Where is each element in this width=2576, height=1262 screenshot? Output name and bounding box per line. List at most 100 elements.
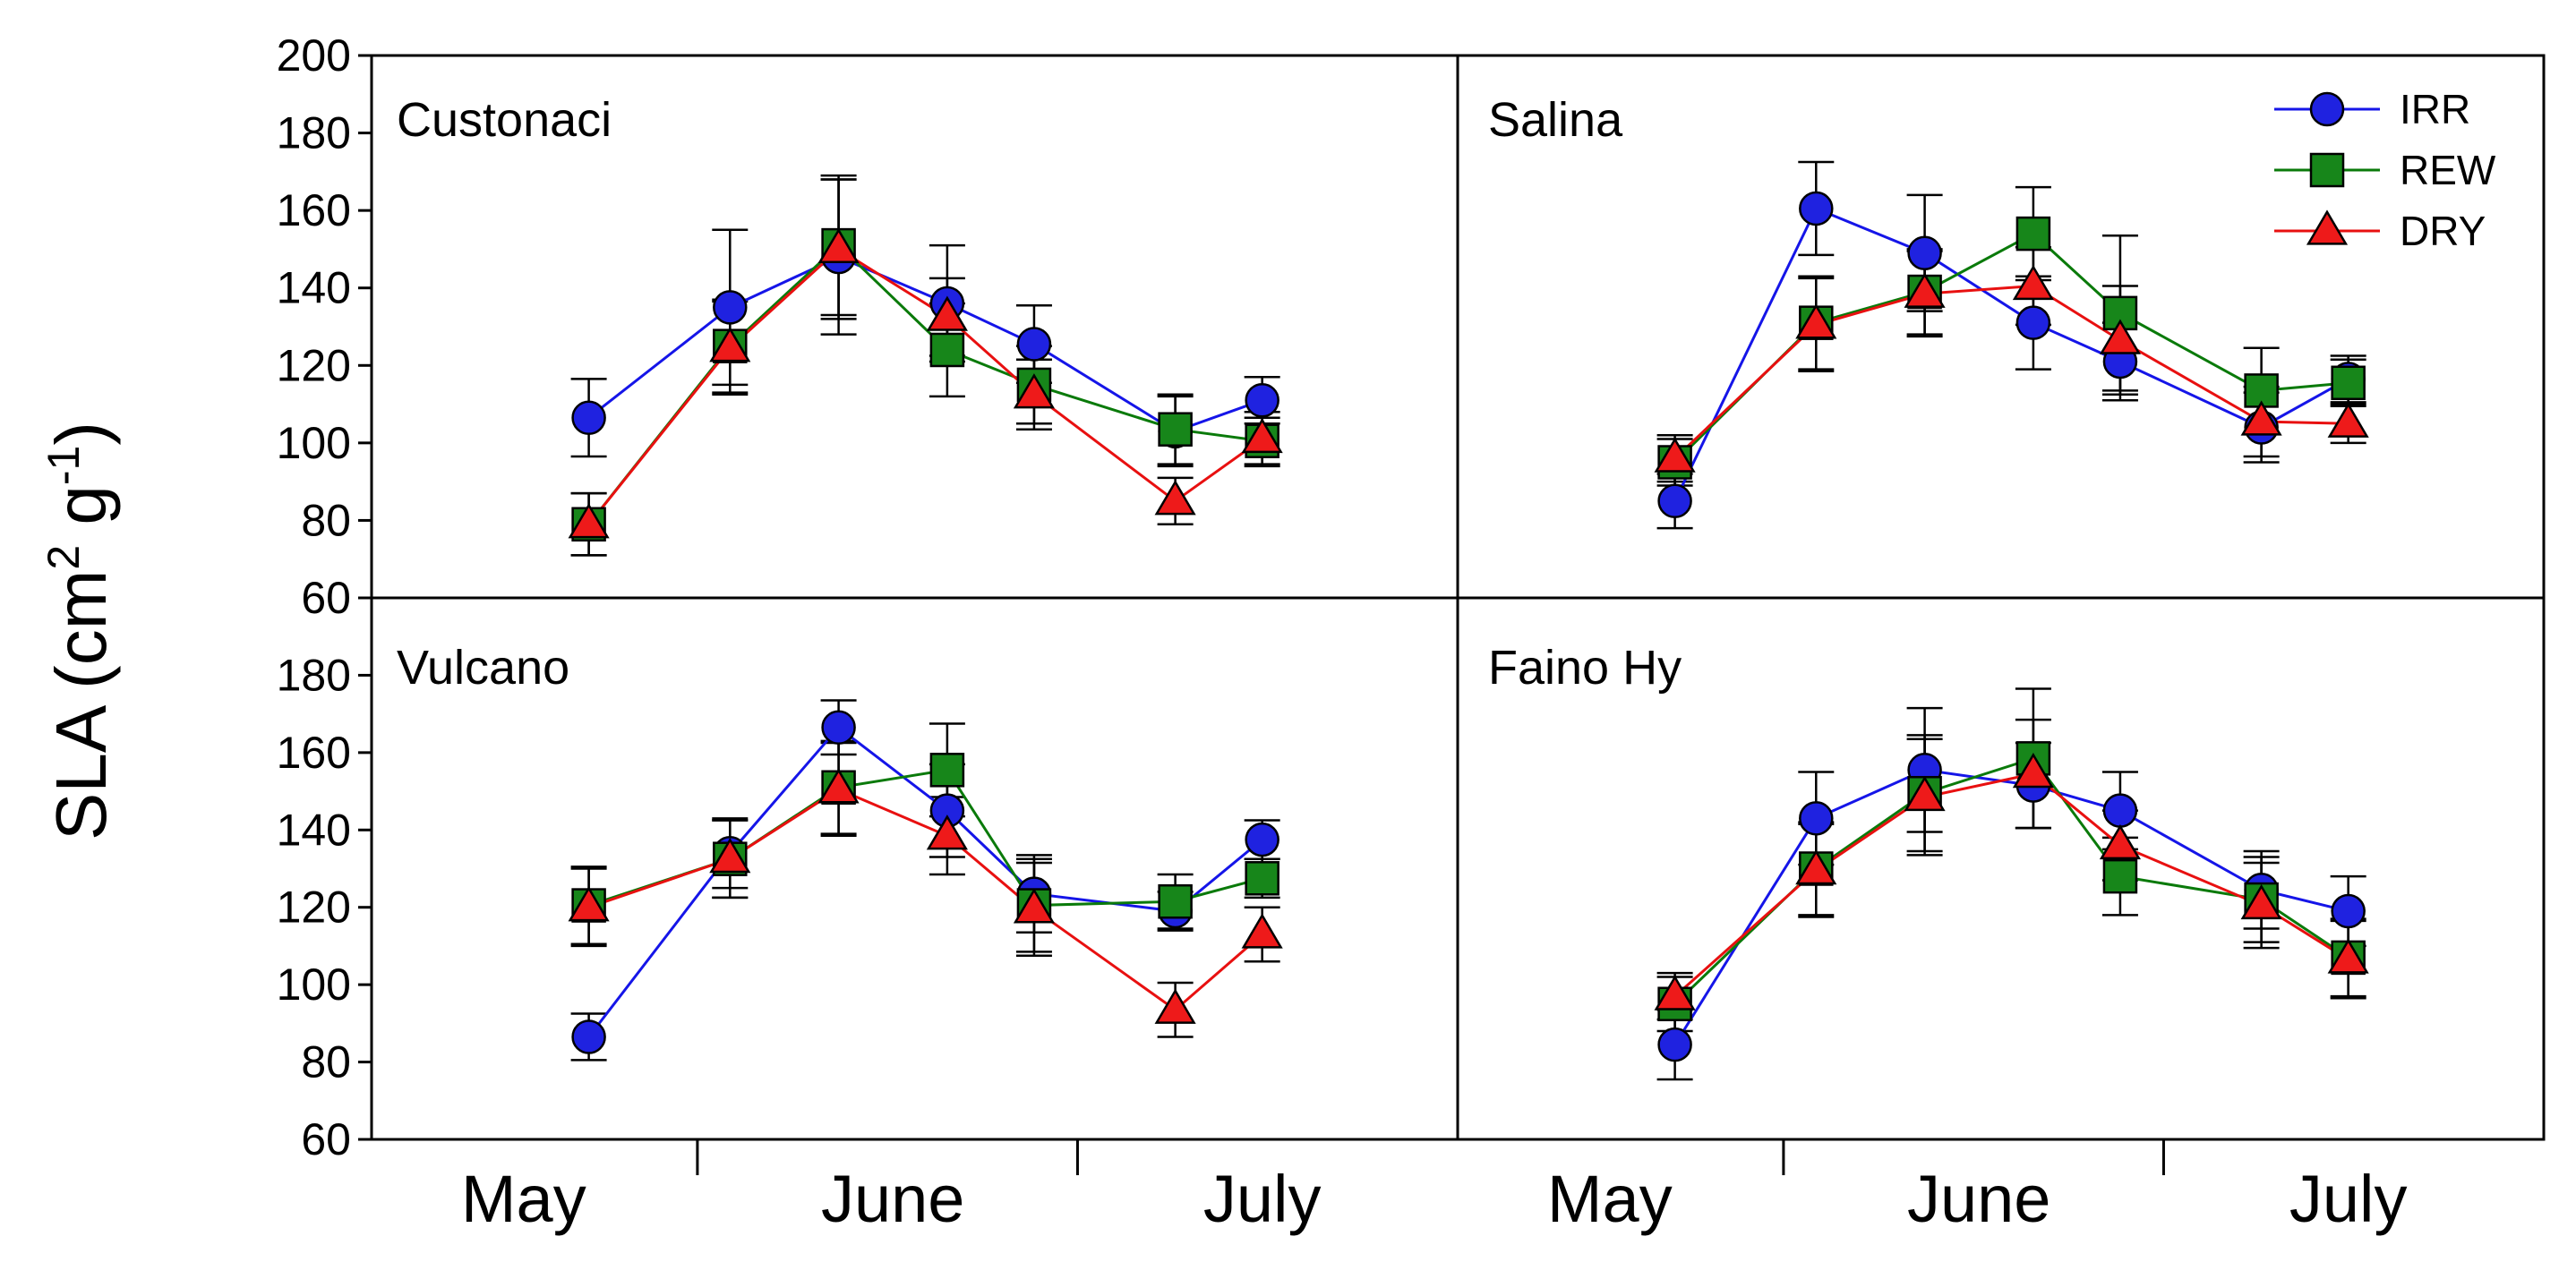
data-point-irr [1245, 822, 1279, 857]
data-point-dry [1154, 988, 1196, 1024]
y-tick-label: 180 [277, 108, 351, 158]
data-point-rew [2015, 216, 2051, 252]
data-point-irr [1245, 382, 1279, 418]
data-point-rew [929, 753, 965, 788]
panels-layer: Custonaci Salina Vulcano Faino Hy [397, 93, 2369, 1081]
data-point-dry [568, 886, 610, 922]
data-point-dry [817, 768, 860, 804]
data-point-dry [926, 814, 968, 850]
panel-faino-hy: Faino Hy [1488, 641, 2369, 1081]
legend: IRR REW DRY [2274, 86, 2496, 254]
data-point-dry [1654, 437, 1696, 473]
axes-layer: 60 80 100 120 140 160 180 200 60 80 100 120 140 160 18… [277, 30, 2546, 1236]
data-point-dry [2012, 264, 2054, 301]
y-tick-label: 140 [277, 805, 351, 855]
y-tick-label: 200 [277, 30, 351, 81]
data-point-rew [1158, 412, 1193, 447]
data-point-dry [2327, 938, 2369, 974]
y-axis-title-mid: g [41, 485, 121, 545]
data-point-irr [571, 400, 606, 435]
data-point-dry [817, 227, 860, 264]
data-point-irr [571, 1019, 606, 1054]
legend-label: IRR [2400, 86, 2470, 132]
data-point-dry [1154, 480, 1196, 516]
data-point-dry [1654, 975, 1696, 1010]
data-point-irr [1907, 235, 1942, 271]
data-point-dry [709, 838, 751, 874]
data-point-rew [1158, 883, 1193, 919]
month-label-july: July [2289, 1162, 2408, 1236]
panel-custonaci: Custonaci [397, 93, 1283, 557]
y-tick-label: 180 [277, 650, 351, 700]
y-tick-label: 120 [277, 340, 351, 390]
data-point-rew [1245, 861, 1279, 896]
data-point-dry [926, 295, 968, 331]
series-points-dry [1654, 752, 2369, 1010]
data-point-dry [1904, 775, 1946, 812]
data-point-dry [568, 503, 610, 539]
data-point-dry [1013, 888, 1055, 924]
y-tick-label: 120 [277, 883, 351, 933]
series-points-dry [568, 227, 1283, 539]
y-axis-title: SLA (cm2 g-1) [39, 422, 121, 840]
y-axis-title-main: SLA (cm [41, 570, 121, 840]
data-point-irr [713, 290, 748, 325]
panel-title: Faino Hy [1488, 641, 1682, 695]
data-point-dry [2240, 883, 2282, 920]
data-point-dry [1904, 272, 1946, 308]
legend-marker [2309, 91, 2345, 127]
legend-label: DRY [2400, 208, 2486, 254]
legend-marker [2306, 209, 2349, 245]
data-point-dry [1241, 913, 1283, 949]
y-tick-label: 80 [301, 1037, 351, 1087]
data-point-irr [2015, 305, 2051, 340]
legend-item-rew: REW [2274, 147, 2496, 193]
series-points-dry [1654, 264, 2369, 473]
y-axis-title-sup2: -1 [39, 446, 89, 485]
legend-item-dry: DRY [2274, 208, 2486, 254]
y-tick-label: 80 [301, 495, 351, 545]
data-point-dry [709, 327, 751, 362]
data-point-dry [1241, 417, 1283, 454]
data-point-irr [2102, 793, 2138, 828]
legend-item-irr: IRR [2274, 86, 2470, 132]
data-point-rew [2331, 365, 2366, 401]
data-point-irr [1799, 191, 1834, 226]
data-point-irr [1657, 1027, 1692, 1062]
y-tick-label: 160 [277, 185, 351, 235]
y-axis-title-sup1: 2 [39, 545, 89, 570]
data-point-dry [2327, 402, 2369, 438]
panel-vulcano: Vulcano [397, 641, 1283, 1062]
month-label-june: June [1907, 1162, 2050, 1236]
month-label-june: June [821, 1162, 964, 1236]
y-axis-title-end: ) [41, 422, 121, 446]
panel-title: Vulcano [397, 641, 569, 695]
y-tick-label: 60 [301, 1114, 351, 1164]
y-tick-label: 60 [301, 573, 351, 623]
data-point-dry [2099, 319, 2141, 354]
panel-salina: Salina [1488, 93, 2369, 530]
panel-title: Salina [1488, 93, 1623, 147]
month-label-may: May [1547, 1162, 1673, 1236]
legend-label: REW [2400, 147, 2496, 193]
data-point-dry [1795, 848, 1837, 885]
error-bars-dry [570, 741, 1280, 1038]
month-label-july: July [1203, 1162, 1322, 1236]
data-point-dry [2240, 400, 2282, 436]
data-point-irr [2331, 893, 2366, 929]
data-point-dry [1013, 373, 1055, 409]
y-tick-label: 160 [277, 728, 351, 778]
month-label-may: May [461, 1162, 586, 1236]
data-point-irr [1799, 801, 1834, 836]
y-tick-label: 140 [277, 263, 351, 313]
data-point-rew [929, 332, 965, 368]
y-tick-label: 100 [277, 959, 351, 1010]
panel-title: Custonaci [397, 93, 612, 147]
y-tick-label: 100 [277, 418, 351, 468]
series-points-dry [568, 768, 1283, 1024]
data-point-dry [2012, 752, 2054, 789]
data-point-dry [1795, 303, 1837, 339]
legend-marker [2309, 152, 2345, 188]
